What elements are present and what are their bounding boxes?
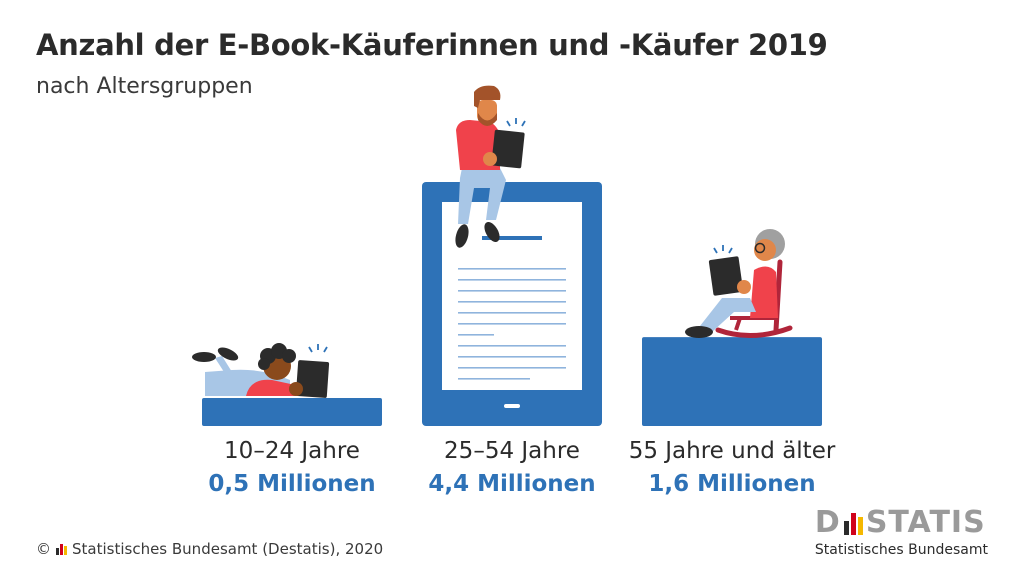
chart-title: Anzahl der E-Book-Käuferinnen und -Käufe…: [36, 28, 828, 62]
elderly-person-rocking-chair-icon: [685, 229, 793, 339]
ereader-text-line: [458, 323, 566, 325]
person-sitting-reading-icon: [455, 85, 526, 248]
logo-word-right: STATIS: [865, 505, 986, 540]
ereader-text-line: [458, 378, 530, 380]
person-lying-reading-icon: [192, 343, 330, 398]
category-label-2: 25–54 Jahre: [444, 438, 580, 464]
source-footer: © Statistisches Bundesamt (Destatis), 20…: [36, 540, 383, 558]
copyright-symbol: ©: [36, 540, 51, 558]
category-label-3: 55 Jahre und älter: [628, 438, 836, 464]
logo-word-left: D: [814, 505, 841, 540]
bar-1: [202, 398, 382, 426]
ereader-text-line: [458, 312, 566, 314]
chart-subtitle: nach Altersgruppen: [36, 74, 253, 99]
value-label-1: 0,5 Millionen: [208, 471, 376, 497]
illustrations: [192, 85, 793, 398]
bars: [202, 182, 822, 426]
destatis-bars-icon: [843, 513, 863, 535]
ereader-text-line: [458, 345, 566, 347]
ereader-text-line: [458, 334, 494, 336]
bar-3: [642, 337, 822, 426]
ereader-text-line: [458, 367, 566, 369]
logo-subtitle: Statistisches Bundesamt: [814, 542, 988, 558]
ereader-text-line: [458, 279, 566, 281]
ereader-text-line: [458, 356, 566, 358]
ereader-text-line: [458, 268, 566, 270]
value-label-2: 4,4 Millionen: [428, 471, 596, 497]
value-label-3: 1,6 Millionen: [648, 471, 816, 497]
destatis-mini-logo-icon: [56, 543, 67, 555]
source-text: Statistisches Bundesamt (Destatis), 2020: [72, 540, 384, 558]
ereader-home-button: [504, 404, 520, 408]
destatis-logo: D STATIS Statistisches Bundesamt: [814, 505, 988, 559]
ereader-heading-line: [482, 236, 542, 240]
ereader-text-line: [458, 301, 566, 303]
category-label-1: 10–24 Jahre: [224, 438, 360, 464]
ereader-text-line: [458, 290, 566, 292]
